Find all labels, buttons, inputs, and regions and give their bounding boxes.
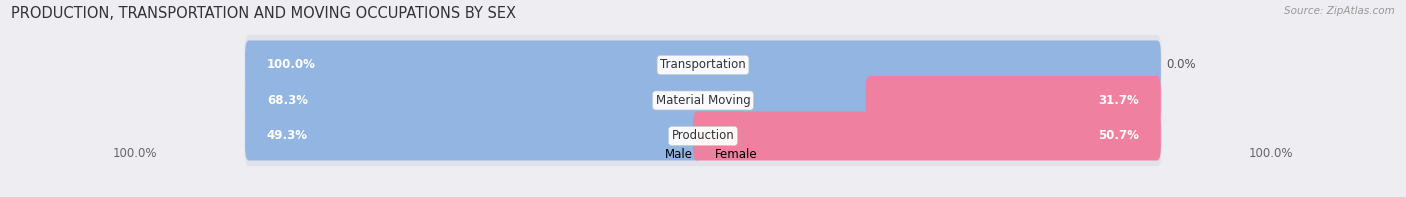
Text: 100.0%: 100.0%	[267, 59, 316, 72]
Text: Source: ZipAtlas.com: Source: ZipAtlas.com	[1284, 6, 1395, 16]
Text: 50.7%: 50.7%	[1098, 129, 1139, 142]
FancyBboxPatch shape	[245, 106, 1161, 166]
Text: Material Moving: Material Moving	[655, 94, 751, 107]
Text: 49.3%: 49.3%	[267, 129, 308, 142]
Text: 0.0%: 0.0%	[1167, 59, 1197, 72]
Text: 68.3%: 68.3%	[267, 94, 308, 107]
Text: 100.0%: 100.0%	[112, 147, 157, 160]
FancyBboxPatch shape	[245, 35, 1161, 95]
Legend: Male, Female: Male, Female	[644, 143, 762, 165]
FancyBboxPatch shape	[245, 70, 1161, 131]
FancyBboxPatch shape	[693, 112, 1161, 161]
Text: Transportation: Transportation	[661, 59, 745, 72]
FancyBboxPatch shape	[245, 40, 1161, 89]
Text: Production: Production	[672, 129, 734, 142]
Text: 100.0%: 100.0%	[1249, 147, 1294, 160]
FancyBboxPatch shape	[245, 76, 873, 125]
Text: 31.7%: 31.7%	[1098, 94, 1139, 107]
FancyBboxPatch shape	[245, 112, 700, 161]
FancyBboxPatch shape	[866, 76, 1161, 125]
Text: PRODUCTION, TRANSPORTATION AND MOVING OCCUPATIONS BY SEX: PRODUCTION, TRANSPORTATION AND MOVING OC…	[11, 6, 516, 21]
